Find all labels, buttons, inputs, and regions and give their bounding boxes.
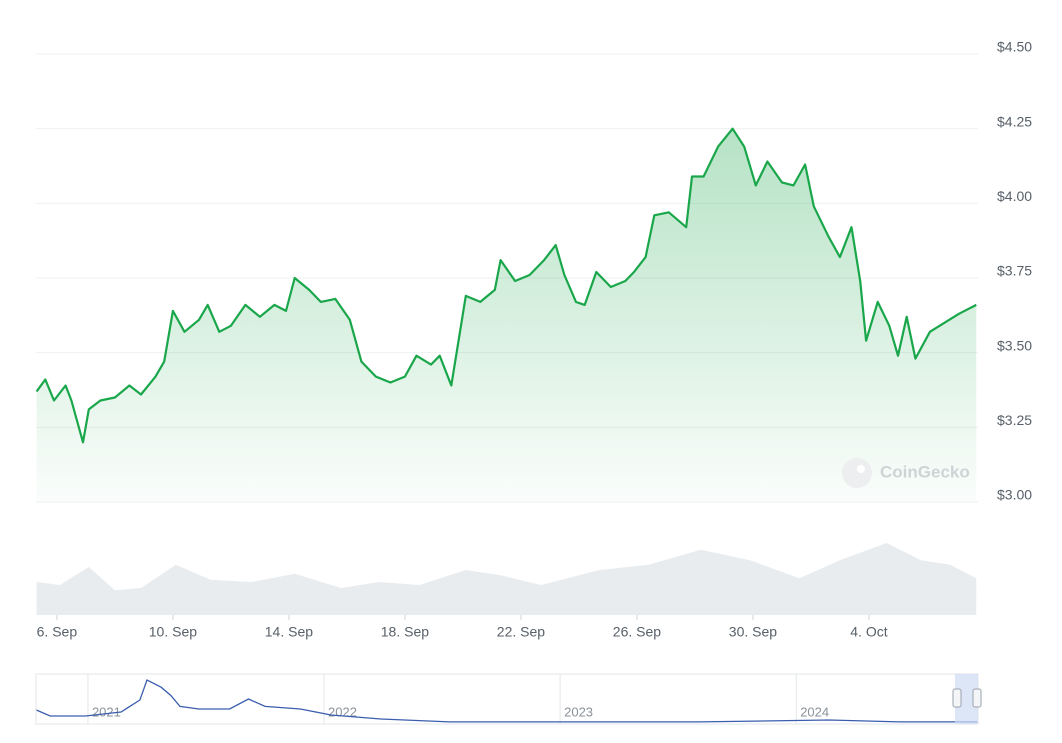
- y-tick-label: $3.00: [997, 487, 1032, 503]
- watermark-text: CoinGecko: [880, 462, 970, 481]
- watermark-eye: [857, 465, 865, 473]
- navigator-handle-left[interactable]: [952, 688, 962, 708]
- y-tick-label: $3.75: [997, 263, 1032, 279]
- plot-layer: $3.00 $3.25 $3.50 $3.75 $4.00 $4.25 $4.50 6. Se…: [35, 39, 1032, 724]
- watermark-logo: [842, 458, 872, 488]
- x-tick-label: 4. Oct: [850, 624, 887, 640]
- y-tick-label: $4.50: [997, 39, 1032, 55]
- x-tick-label: 18. Sep: [381, 624, 429, 640]
- y-tick-label: $4.00: [997, 188, 1032, 204]
- y-tick-label: $3.25: [997, 412, 1032, 428]
- navigator-selection[interactable]: [955, 674, 978, 724]
- navigator-frame: [35, 673, 979, 725]
- navigator-tick-label: 2023: [564, 704, 593, 719]
- price-line: [35, 127, 977, 444]
- navigator-tick-label: 2021: [92, 704, 121, 719]
- navigator-handle-right[interactable]: [972, 688, 982, 708]
- y-tick-label: $4.25: [997, 113, 1032, 129]
- x-tick-label: 10. Sep: [149, 624, 197, 640]
- navigator-line: [35, 679, 978, 723]
- x-tick-label: 14. Sep: [265, 624, 313, 640]
- price-area: [36, 128, 977, 502]
- x-tick-label: 6. Sep: [37, 624, 78, 640]
- x-tick-label: 30. Sep: [729, 624, 777, 640]
- x-tick-label: 26. Sep: [613, 624, 661, 640]
- navigator-tick-label: 2024: [800, 704, 829, 719]
- watermark: CoinGecko: [842, 458, 970, 488]
- volume-area: [36, 543, 977, 615]
- x-tick-label: 22. Sep: [497, 624, 545, 640]
- y-tick-label: $3.50: [997, 337, 1032, 353]
